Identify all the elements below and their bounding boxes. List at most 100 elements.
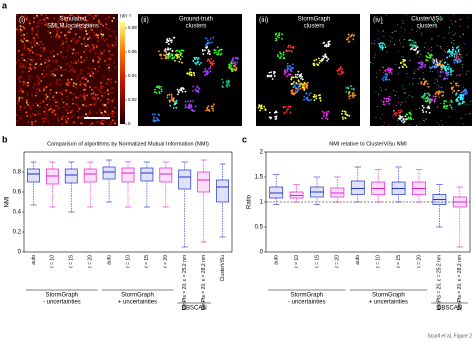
cluster-point bbox=[385, 72, 388, 75]
density-pixel bbox=[17, 102, 19, 105]
density-pixel bbox=[61, 24, 64, 27]
cluster-point bbox=[385, 75, 388, 78]
density-pixel bbox=[67, 82, 69, 85]
noise-point bbox=[381, 66, 383, 68]
cluster-point bbox=[445, 107, 447, 110]
cluster-point bbox=[426, 82, 429, 85]
density-pixel bbox=[88, 50, 91, 52]
density-pixel bbox=[29, 66, 31, 69]
noise-point bbox=[404, 88, 406, 90]
density-pixel bbox=[32, 86, 35, 89]
noise-point bbox=[469, 113, 471, 115]
noise-point bbox=[397, 96, 399, 98]
cluster-point bbox=[187, 100, 189, 103]
noise-point bbox=[382, 67, 384, 69]
density-pixel bbox=[45, 93, 47, 96]
cluster-point bbox=[424, 100, 427, 102]
cluster-point bbox=[181, 61, 183, 64]
density-pixel bbox=[108, 57, 111, 59]
noise-point bbox=[380, 117, 382, 119]
density-pixel bbox=[112, 98, 115, 101]
density-pixel bbox=[17, 28, 19, 31]
density-pixel bbox=[110, 35, 113, 37]
density-pixel bbox=[83, 36, 86, 38]
image-caption: SMLM localizations bbox=[47, 24, 99, 30]
density-pixel bbox=[79, 83, 82, 86]
noise-point bbox=[418, 107, 420, 109]
density-pixel bbox=[27, 49, 29, 52]
cluster-point bbox=[409, 117, 411, 120]
density-pixel bbox=[52, 60, 55, 63]
density-pixel bbox=[58, 92, 61, 94]
x-tick-label: ℓ = 10 bbox=[125, 255, 131, 268]
density-pixel bbox=[86, 24, 89, 26]
box bbox=[391, 166, 406, 203]
cluster-point bbox=[416, 46, 418, 49]
cluster-point bbox=[409, 48, 412, 51]
density-pixel bbox=[111, 44, 114, 47]
x-tick-label: ℓ = 20 bbox=[88, 255, 94, 268]
cluster-point bbox=[428, 111, 431, 114]
cluster-point bbox=[194, 62, 197, 64]
density-pixel bbox=[65, 20, 68, 22]
noise-point bbox=[412, 45, 414, 47]
cluster-point bbox=[297, 79, 300, 82]
noise-point bbox=[449, 27, 451, 29]
density-pixel bbox=[38, 43, 40, 46]
density-pixel bbox=[72, 102, 74, 105]
noise-point bbox=[381, 100, 383, 102]
density-pixel bbox=[89, 74, 92, 77]
cluster-point bbox=[433, 98, 436, 101]
cluster-point bbox=[281, 33, 284, 36]
cluster-point bbox=[170, 41, 173, 44]
cluster-point bbox=[196, 61, 199, 64]
noise-point bbox=[371, 42, 373, 44]
noise-point bbox=[375, 117, 377, 119]
density-pixel bbox=[83, 99, 85, 101]
density-pixel bbox=[46, 60, 49, 63]
cluster-point bbox=[443, 102, 445, 105]
cluster-point bbox=[219, 53, 222, 56]
cluster-point bbox=[287, 44, 290, 47]
cluster-point bbox=[279, 52, 282, 55]
density-pixel bbox=[97, 61, 99, 63]
cluster-point bbox=[422, 106, 425, 109]
density-pixel bbox=[45, 97, 48, 100]
cluster-point bbox=[158, 114, 161, 117]
noise-point bbox=[423, 92, 425, 94]
noise-point bbox=[396, 104, 398, 106]
density-pixel bbox=[52, 49, 55, 52]
density-pixel bbox=[35, 33, 38, 36]
cluster-point bbox=[386, 68, 389, 71]
density-pixel bbox=[30, 64, 33, 66]
cluster-point bbox=[426, 59, 429, 62]
density-pixel bbox=[45, 117, 48, 119]
density-pixel bbox=[28, 19, 31, 22]
cluster-point bbox=[351, 94, 354, 97]
cluster-point bbox=[308, 99, 311, 102]
cluster-point bbox=[426, 106, 429, 109]
cluster-point bbox=[184, 104, 187, 107]
box bbox=[83, 161, 97, 208]
density-pixel bbox=[108, 69, 111, 72]
density-pixel bbox=[68, 83, 71, 86]
density-pixel bbox=[18, 96, 21, 98]
density-pixel bbox=[31, 32, 33, 35]
box bbox=[350, 166, 365, 203]
cluster-point bbox=[294, 73, 297, 76]
cluster-point bbox=[440, 90, 443, 93]
noise-point bbox=[430, 49, 432, 51]
density-pixel bbox=[91, 88, 93, 91]
noise-point bbox=[467, 26, 469, 28]
cluster-point bbox=[202, 53, 205, 55]
cluster-point bbox=[346, 87, 349, 90]
cluster-point bbox=[446, 63, 449, 66]
density-pixel bbox=[26, 32, 28, 35]
cluster-point bbox=[207, 49, 210, 51]
noise-point bbox=[465, 13, 467, 15]
footer: Scurll et al, Figure 2 bbox=[428, 333, 473, 339]
noise-point bbox=[440, 120, 442, 122]
noise-point bbox=[387, 124, 389, 126]
box-body bbox=[102, 166, 116, 180]
image-caption: StormGraph bbox=[298, 17, 331, 23]
